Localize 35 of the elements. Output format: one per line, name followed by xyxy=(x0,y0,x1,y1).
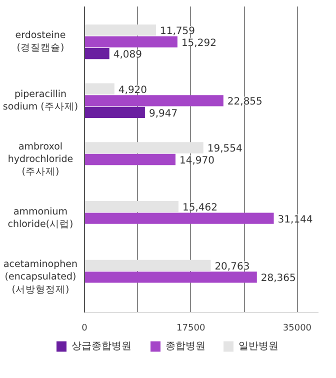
legend-label: 일반병원 xyxy=(238,341,278,352)
data-label: 15,292 xyxy=(181,38,216,49)
legend-label: 종합병원 xyxy=(166,341,206,352)
bar xyxy=(84,200,178,212)
bar xyxy=(84,83,114,94)
bar xyxy=(84,48,110,60)
data-label: 9,947 xyxy=(148,108,178,120)
bar xyxy=(84,272,257,283)
data-label: 20,763 xyxy=(214,261,250,272)
x-tick-label: 17500 xyxy=(176,324,206,334)
data-label: 4,920 xyxy=(118,84,148,96)
y-tick-label: ambroxol hydrochloride (주사제) xyxy=(8,141,74,178)
bar xyxy=(84,36,178,48)
data-label: 14,970 xyxy=(179,156,214,166)
bar xyxy=(84,142,204,154)
data-label: 28,365 xyxy=(260,273,296,284)
y-tick-label: ammonium chloride(시럽) xyxy=(8,206,74,230)
data-label: 15,462 xyxy=(182,202,218,214)
bar xyxy=(84,260,211,272)
data-label: 31,144 xyxy=(278,214,313,226)
data-label: 22,855 xyxy=(227,96,262,108)
bar xyxy=(84,154,176,166)
bar xyxy=(84,212,274,224)
bar xyxy=(84,95,224,106)
data-label: 4,089 xyxy=(113,50,142,61)
bar xyxy=(84,106,145,118)
y-tick-label: piperacillin sodium (주사제) xyxy=(2,88,78,112)
legend-label: 상급종합병원 xyxy=(72,341,132,352)
x-tick-label: 0 xyxy=(82,324,88,334)
y-tick-label: erdosteine (경질캡슐) xyxy=(15,30,66,54)
bar xyxy=(84,24,156,36)
x-tick-label: 35000 xyxy=(282,324,312,334)
y-tick-label: acetaminophen (encapsulated) (서방형정제) xyxy=(3,259,78,296)
data-label: 19,554 xyxy=(207,144,242,155)
data-label: 11,759 xyxy=(160,26,195,38)
